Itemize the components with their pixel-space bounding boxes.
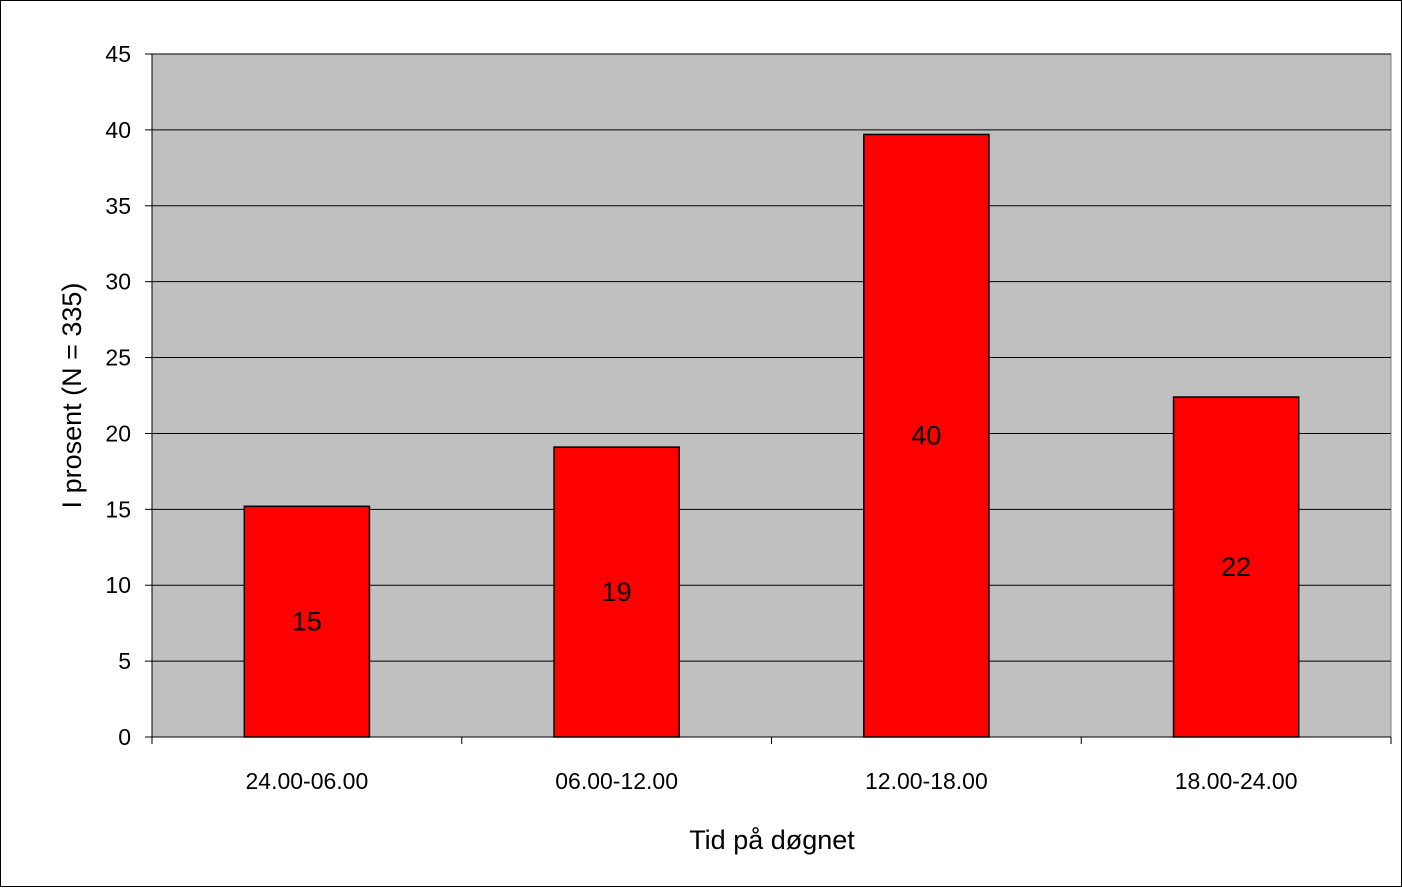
x-tick-label: 06.00-12.00 <box>555 768 678 794</box>
x-tick-labels: 24.00-06.00 06.00-12.00 12.00-18.00 18.00-2… <box>245 768 1297 794</box>
x-tick-label: 18.00-24.00 <box>1175 768 1298 794</box>
y-tick-label: 30 <box>105 269 131 295</box>
data-label: 40 <box>911 421 941 451</box>
y-tick-label: 5 <box>118 648 131 674</box>
data-label: 19 <box>602 577 632 607</box>
x-tick-label: 24.00-06.00 <box>245 768 368 794</box>
y-tick-labels: 0 5 10 15 20 25 30 35 40 45 <box>105 41 131 750</box>
data-labels: 15 19 40 22 <box>292 421 1251 637</box>
y-tick-label: 20 <box>105 420 131 446</box>
axes <box>145 53 1392 744</box>
y-tick-label: 0 <box>118 724 131 750</box>
y-tick-label: 40 <box>105 117 131 143</box>
x-tick-label: 12.00-18.00 <box>865 768 988 794</box>
y-tick-label: 45 <box>105 41 131 67</box>
y-axis-title: I prosent (N = 335) <box>57 283 87 509</box>
bars <box>243 133 1300 738</box>
x-axis-title: Tid på døgnet <box>689 825 855 855</box>
y-tick-label: 10 <box>105 572 131 598</box>
y-tick-label: 15 <box>105 496 131 522</box>
y-tick-label: 25 <box>105 345 131 371</box>
data-label: 22 <box>1221 552 1251 582</box>
y-tick-label: 35 <box>105 193 131 219</box>
data-label: 15 <box>292 607 322 637</box>
